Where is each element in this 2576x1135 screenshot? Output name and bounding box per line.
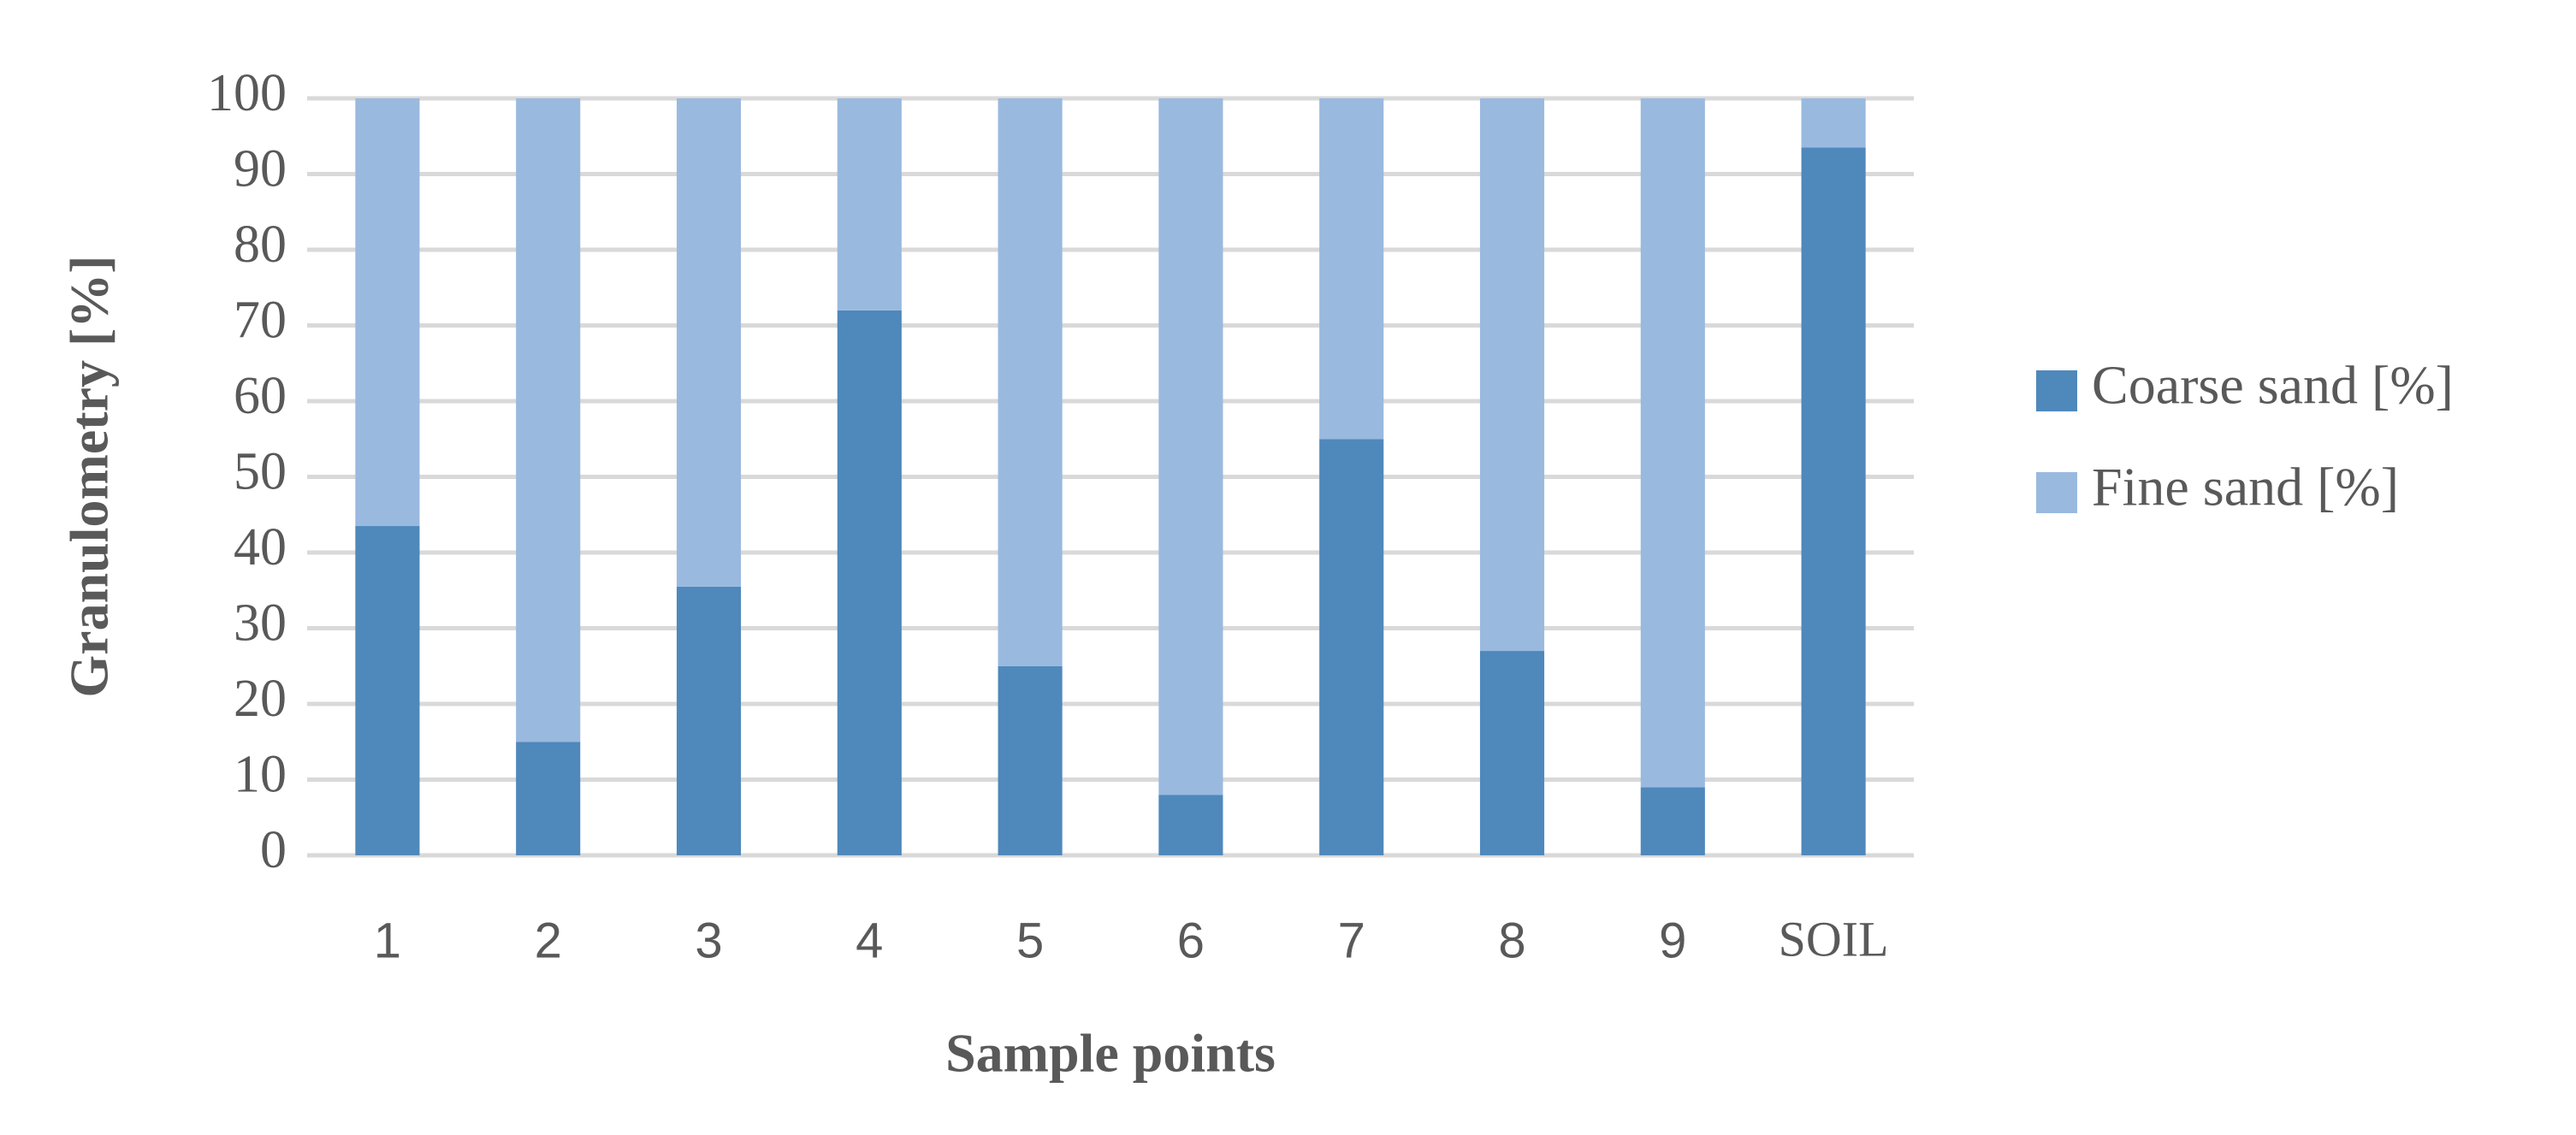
bar-segment — [1640, 787, 1705, 855]
x-tick-label: 1 — [374, 913, 401, 968]
x-tick-label: 7 — [1338, 913, 1365, 968]
bar-segment — [837, 98, 902, 310]
bar-segment — [1801, 98, 1866, 148]
bar-segment — [837, 310, 902, 855]
bar-segment — [676, 98, 742, 587]
x-tick-label: 5 — [1016, 913, 1044, 968]
bar-segment — [1319, 439, 1384, 855]
y-tick-label: 0 — [260, 821, 287, 879]
y-tick-label: 10 — [234, 746, 287, 804]
y-tick-label: 90 — [234, 140, 287, 198]
x-axis-label: Sample points — [945, 1023, 1276, 1084]
bar-segment — [998, 98, 1063, 666]
y-tick-label: 80 — [234, 216, 287, 274]
bar-segment — [1158, 98, 1223, 795]
x-tick-label: SOIL — [1779, 911, 1889, 967]
legend-swatch — [2036, 370, 2077, 411]
y-tick-label: 50 — [234, 443, 287, 501]
y-tick-label: 100 — [207, 64, 287, 122]
legend-swatch — [2036, 472, 2077, 513]
bar-segment — [1479, 651, 1545, 855]
bar-segment — [355, 526, 420, 855]
bar-segment — [1158, 795, 1223, 855]
bar-segment — [676, 586, 742, 855]
bar-segment — [1319, 98, 1384, 440]
bar-segment — [516, 742, 581, 855]
bar-segment — [1479, 98, 1545, 652]
legend-label: Coarse sand [%] — [2092, 355, 2454, 416]
y-tick-label: 60 — [234, 367, 287, 425]
legend-label: Fine sand [%] — [2092, 457, 2399, 517]
y-tick-label: 20 — [234, 670, 287, 728]
y-tick-label: 30 — [234, 594, 287, 653]
bar-segment — [1801, 147, 1866, 855]
x-tick-label: 9 — [1659, 913, 1686, 968]
bar-segment — [355, 98, 420, 527]
x-tick-label: 2 — [535, 913, 562, 968]
y-tick-label: 40 — [234, 518, 287, 576]
bar-segment — [1640, 98, 1705, 788]
x-tick-label: 6 — [1177, 913, 1205, 968]
x-tick-label: 3 — [695, 913, 722, 968]
y-tick-label: 70 — [234, 292, 287, 350]
x-tick-label: 4 — [856, 913, 883, 968]
y-axis-label: Granulometry [%] — [59, 255, 120, 697]
bar-segment — [998, 665, 1063, 855]
bar-segment — [516, 98, 581, 742]
x-tick-label: 8 — [1498, 913, 1525, 968]
